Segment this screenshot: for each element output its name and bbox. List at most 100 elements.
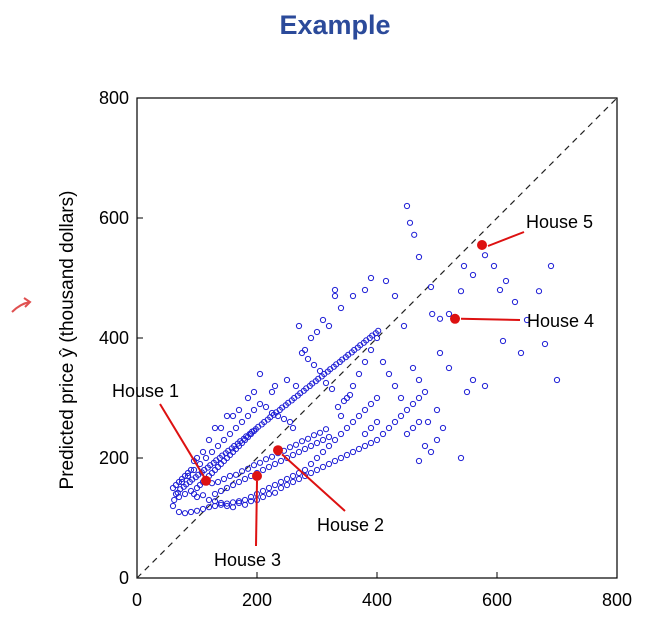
scatter-point (256, 400, 264, 408)
scatter-point (385, 370, 393, 378)
scatter-point (292, 382, 300, 390)
scatter-point (211, 502, 219, 510)
scatter-point (301, 466, 309, 474)
scatter-point (175, 508, 183, 516)
scatter-point (199, 448, 207, 456)
scatter-point (268, 388, 276, 396)
scatter-point (268, 453, 276, 460)
highlighted-point (450, 313, 460, 324)
scatter-point (316, 367, 324, 375)
scatter-point (205, 496, 213, 504)
scatter-point (373, 334, 381, 342)
scatter-point (307, 442, 315, 450)
scatter-point (481, 252, 489, 259)
scatter-point (421, 442, 429, 450)
scatter-point (283, 481, 291, 489)
y-tick-label: 200 (99, 448, 129, 468)
scatter-point (277, 457, 285, 465)
highlighted-point (252, 471, 262, 481)
scatter-point (220, 457, 228, 465)
scatter-point (283, 376, 291, 384)
scatter-point (361, 358, 369, 366)
scatter-point (355, 445, 363, 453)
data-points (169, 202, 561, 517)
scatter-point (289, 424, 297, 432)
scatter-point (244, 394, 252, 402)
scatter-point (169, 502, 177, 510)
house-label: House 5 (526, 212, 593, 232)
scatter-point (409, 364, 417, 372)
scatter-point (334, 403, 342, 411)
scatter-point (313, 439, 321, 447)
scatter-point (349, 448, 357, 456)
scatter-point (457, 454, 465, 462)
scatter-point (271, 489, 279, 496)
scatter-point (214, 442, 222, 450)
scatter-point (193, 507, 201, 514)
scatter-point (313, 466, 321, 474)
scatter-point (457, 288, 465, 295)
scatter-point (307, 469, 315, 477)
scatter-point (397, 394, 405, 402)
scatter-point (385, 424, 393, 432)
scatter-point (235, 478, 243, 486)
scatter-point (274, 412, 282, 420)
scatter-point (205, 436, 213, 444)
scatter-point (337, 412, 345, 420)
annotation-line (281, 453, 346, 512)
scatter-point (259, 493, 267, 501)
scatter-point (295, 322, 303, 330)
scatter-point (337, 430, 345, 438)
scatter-point (460, 262, 468, 270)
highlighted-points: House 1 House 2 House 3 House 4 House 5 (112, 212, 594, 570)
scatter-point (331, 292, 339, 300)
scatter-point (310, 432, 318, 439)
scatter-point (208, 469, 216, 477)
scatter-point (346, 391, 354, 399)
scatter-point (343, 424, 351, 432)
scatter-point (313, 454, 321, 462)
scatter-point (262, 456, 270, 463)
scatter-point (217, 460, 225, 468)
scatter-point (411, 231, 418, 238)
scatter-point (301, 346, 309, 354)
house-label: House 1 (112, 381, 179, 401)
scatter-point (409, 400, 417, 408)
scatter-point (175, 493, 183, 501)
scatter-point (217, 424, 225, 432)
scatter-point (280, 415, 288, 423)
scatter-point (367, 400, 375, 408)
scatter-point (229, 499, 237, 506)
scatter-point (217, 501, 225, 508)
scatter-point (298, 349, 306, 357)
scatter-point (208, 448, 216, 456)
scatter-point (241, 475, 249, 483)
scatter-point (553, 376, 561, 384)
scatter-point (415, 376, 423, 384)
scatter-point (193, 454, 201, 462)
scatter-point (262, 403, 270, 411)
y-axis-label: Predicted price ŷ (thousand dollars) (57, 191, 78, 490)
scatter-point (469, 376, 477, 384)
scatter-point (361, 286, 369, 294)
scatter-point (429, 310, 436, 318)
scatter-point (445, 310, 453, 318)
scatter-point (193, 493, 201, 501)
scatter-point (406, 219, 414, 226)
scatter-point (211, 490, 219, 498)
scatter-point (223, 454, 231, 462)
scatter-point (283, 475, 291, 483)
scatter-point (445, 364, 453, 372)
x-tick-label: 600 (482, 590, 512, 610)
scatter-point (325, 322, 333, 330)
annotation-line (255, 480, 258, 547)
house-label: House 2 (317, 515, 384, 535)
scatter-point (172, 481, 180, 489)
scatter-point (325, 442, 333, 450)
scatter-point (415, 394, 423, 402)
scatter-point (286, 444, 294, 451)
scatter-point (331, 436, 339, 444)
x-tick-label: 400 (362, 590, 392, 610)
scatter-point (190, 490, 198, 498)
scatter-point (229, 412, 237, 420)
